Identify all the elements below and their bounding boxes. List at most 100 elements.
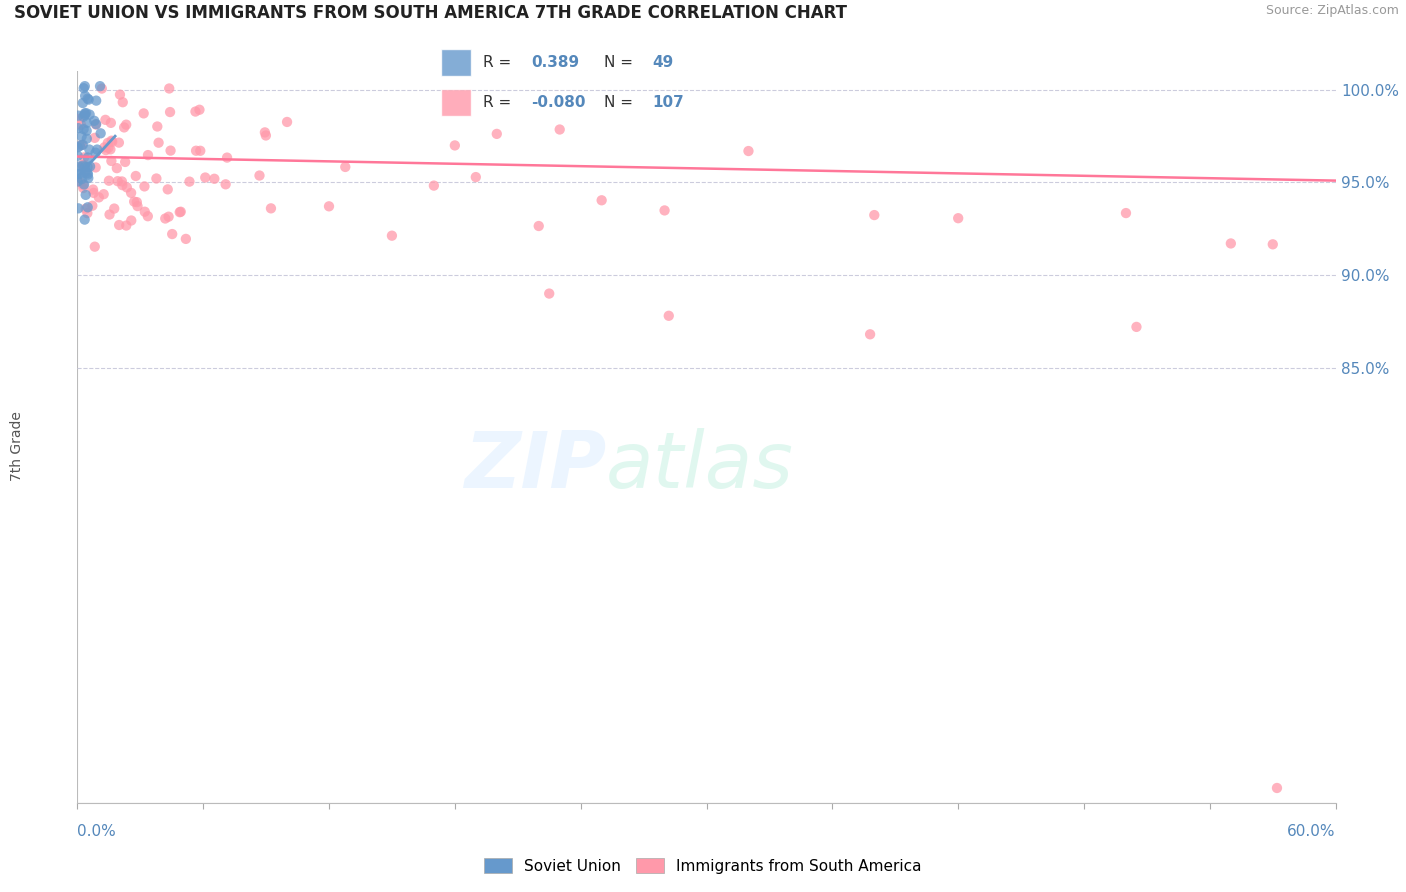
Point xyxy=(318,199,340,213)
Point xyxy=(76,131,98,145)
Point xyxy=(86,143,108,157)
Point xyxy=(112,120,135,135)
Point xyxy=(145,171,167,186)
Point xyxy=(179,175,201,189)
Point xyxy=(132,106,155,120)
Text: atlas: atlas xyxy=(606,428,794,504)
Text: Source: ZipAtlas.com: Source: ZipAtlas.com xyxy=(1265,4,1399,18)
Point xyxy=(70,172,93,186)
Text: 7th Grade: 7th Grade xyxy=(10,411,24,481)
Point xyxy=(254,128,277,143)
Point xyxy=(73,212,96,227)
Point xyxy=(75,106,97,120)
Point xyxy=(72,137,94,152)
Point xyxy=(253,125,276,139)
Point xyxy=(863,208,886,222)
Point xyxy=(77,93,100,107)
Point xyxy=(83,186,105,200)
Point xyxy=(69,139,91,153)
Point xyxy=(84,94,107,108)
Bar xyxy=(441,89,471,116)
Point xyxy=(120,186,142,200)
Point xyxy=(591,194,613,208)
Text: 49: 49 xyxy=(652,54,673,70)
Point xyxy=(69,167,91,181)
Point xyxy=(67,167,90,181)
Point xyxy=(134,204,156,219)
Point xyxy=(73,79,96,94)
Point xyxy=(93,187,115,202)
Text: N =: N = xyxy=(605,54,633,70)
Point xyxy=(170,204,193,219)
Point xyxy=(72,96,94,111)
Point xyxy=(658,309,681,323)
Point xyxy=(75,164,97,178)
Point xyxy=(90,126,112,140)
Text: R =: R = xyxy=(484,54,512,70)
Point xyxy=(188,103,211,117)
Text: -0.080: -0.080 xyxy=(531,95,586,111)
Point xyxy=(100,134,122,148)
Point xyxy=(93,140,115,154)
Point xyxy=(157,81,180,95)
Point xyxy=(202,171,225,186)
Point xyxy=(67,112,90,126)
Point xyxy=(217,151,239,165)
Legend: Soviet Union, Immigrants from South America: Soviet Union, Immigrants from South Amer… xyxy=(478,852,928,880)
Point xyxy=(67,175,90,189)
Point xyxy=(381,228,404,243)
Point xyxy=(82,199,104,213)
Point xyxy=(97,141,120,155)
Point xyxy=(84,117,107,131)
Point xyxy=(76,124,98,138)
Point xyxy=(73,106,96,120)
Point xyxy=(70,118,93,132)
Point xyxy=(72,178,94,193)
Point xyxy=(67,160,90,174)
Point xyxy=(77,171,100,186)
Point xyxy=(72,181,94,195)
Point xyxy=(527,219,550,233)
Text: SOVIET UNION VS IMMIGRANTS FROM SOUTH AMERICA 7TH GRADE CORRELATION CHART: SOVIET UNION VS IMMIGRANTS FROM SOUTH AM… xyxy=(14,4,846,22)
Point xyxy=(73,81,96,95)
Point xyxy=(72,110,94,124)
Point xyxy=(276,115,298,129)
Point xyxy=(94,143,117,157)
Point xyxy=(72,159,94,173)
Point xyxy=(73,108,96,122)
Point xyxy=(1261,237,1284,252)
Point xyxy=(127,199,149,213)
Point xyxy=(111,174,134,188)
Point xyxy=(120,213,142,227)
Point xyxy=(84,161,107,175)
Point xyxy=(423,178,446,193)
Point xyxy=(67,121,90,136)
Point xyxy=(76,116,98,130)
Point xyxy=(160,227,183,241)
Text: N =: N = xyxy=(605,95,633,111)
Point xyxy=(66,174,89,188)
Point xyxy=(159,144,181,158)
Text: 0.0%: 0.0% xyxy=(77,824,117,839)
Text: 107: 107 xyxy=(652,95,685,111)
Point xyxy=(77,168,100,182)
Point xyxy=(76,200,98,214)
Point xyxy=(155,211,177,226)
Point xyxy=(100,142,122,156)
Point xyxy=(107,174,129,188)
Point xyxy=(97,136,120,150)
Point xyxy=(538,286,561,301)
Point xyxy=(136,148,159,162)
Point xyxy=(1115,206,1137,220)
Point xyxy=(464,170,486,185)
Point xyxy=(194,170,217,185)
Point xyxy=(76,206,98,220)
Text: R =: R = xyxy=(484,95,512,111)
Point xyxy=(125,195,148,210)
Point xyxy=(100,116,122,130)
Point xyxy=(75,188,97,202)
Point xyxy=(136,209,159,223)
Point xyxy=(1125,319,1147,334)
Point xyxy=(75,88,97,103)
Point xyxy=(76,92,98,106)
